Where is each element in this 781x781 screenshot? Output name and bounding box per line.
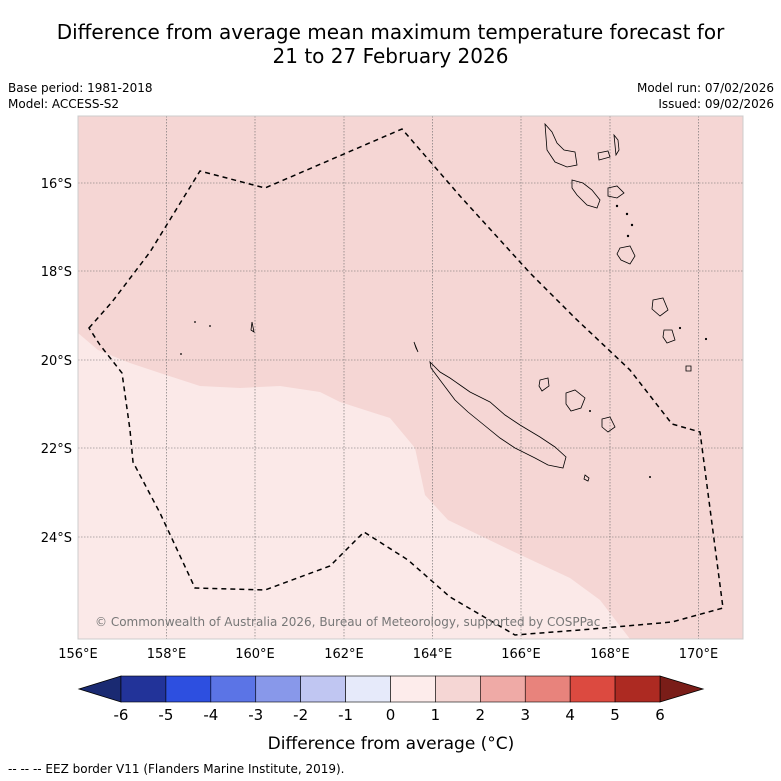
eez-border xyxy=(88,128,724,636)
anomaly-region-0-to-1 xyxy=(78,333,630,639)
map-frame xyxy=(77,115,744,640)
island-chesterfield xyxy=(250,321,255,333)
lon-tick: 156°E xyxy=(58,647,98,662)
island-lifou xyxy=(565,389,586,412)
island-ambrym xyxy=(607,185,625,199)
island-malakula xyxy=(571,179,601,209)
colorbar-bin xyxy=(120,675,167,703)
latitude-ticks: 16°S 18°S 20°S 22°S 24°S xyxy=(41,177,72,546)
island-maewo xyxy=(613,133,620,157)
lon-tick: 166°E xyxy=(501,647,541,662)
lat-tick: 22°S xyxy=(41,442,72,457)
colorbar-bin xyxy=(165,675,212,703)
eez-footnote: -- -- -- EEZ border V11 (Flanders Marine… xyxy=(8,762,345,776)
lat-tick: 18°S xyxy=(41,265,72,280)
colorbar-label: Difference from average (°C) xyxy=(268,734,515,754)
colorbar-over-arrow xyxy=(659,675,705,703)
island-grande-terre xyxy=(429,360,567,469)
colorbar-tick: -6 xyxy=(114,706,129,724)
island-aneityum xyxy=(685,365,692,372)
coastlines xyxy=(250,122,692,482)
islets xyxy=(180,204,708,478)
colorbar: -6 -5 -4 -3 -2 -1 0 1 2 3 4 5 6 Difference from aver… xyxy=(77,675,705,754)
base-period: Base period: 1981-2018 xyxy=(8,81,153,95)
island-ouvea xyxy=(538,377,550,392)
colorbar-tick: -3 xyxy=(248,706,263,724)
island-efate xyxy=(616,245,636,265)
colorbar-bin xyxy=(210,675,257,703)
colorbar-tick: -1 xyxy=(338,706,353,724)
island-tanna xyxy=(662,329,676,344)
lat-tick: 20°S xyxy=(41,354,72,369)
colorbar-tick: 1 xyxy=(431,706,441,724)
lon-tick: 164°E xyxy=(413,647,453,662)
issued-date: Issued: 09/02/2026 xyxy=(658,97,774,111)
colorbar-under-arrow xyxy=(77,675,122,703)
colorbar-bin xyxy=(614,675,661,703)
colorbar-bin xyxy=(300,675,346,703)
island-erromango xyxy=(651,297,669,317)
model-name: Model: ACCESS-S2 xyxy=(8,97,120,111)
colorbar-bin xyxy=(255,675,301,703)
colorbar-bin xyxy=(345,675,391,703)
island-mare xyxy=(601,416,616,433)
colorbar-tick: 4 xyxy=(565,706,575,724)
colorbar-bin xyxy=(435,675,481,703)
longitude-ticks: 156°E 158°E 160°E 162°E 164°E 166°E 168°… xyxy=(58,647,718,662)
colorbar-tick: -4 xyxy=(203,706,218,724)
colorbar-bin xyxy=(569,675,616,703)
colorbar-tick: -5 xyxy=(158,706,173,724)
colorbar-tick: 2 xyxy=(476,706,486,724)
copyright-notice: © Commonwealth of Australia 2026, Bureau… xyxy=(95,615,600,629)
lat-tick: 24°S xyxy=(41,531,72,546)
colorbar-tick: 6 xyxy=(655,706,665,724)
colorbar-bin xyxy=(390,675,436,703)
colorbar-bin xyxy=(524,675,571,703)
lat-tick: 16°S xyxy=(41,177,72,192)
title-line-1: Difference from average mean maximum tem… xyxy=(56,20,725,44)
colorbar-tick: 5 xyxy=(610,706,620,724)
colorbar-tick: 0 xyxy=(386,706,396,724)
colorbar-tick: 3 xyxy=(520,706,530,724)
title-line-2: 21 to 27 February 2026 xyxy=(272,44,509,68)
lon-tick: 168°E xyxy=(590,647,630,662)
lon-tick: 170°E xyxy=(679,647,719,662)
colorbar-tick: -2 xyxy=(293,706,308,724)
graticule xyxy=(78,116,743,639)
lon-tick: 158°E xyxy=(147,647,187,662)
island-belep xyxy=(413,341,419,353)
model-run: Model run: 07/02/2026 xyxy=(636,81,774,95)
lon-tick: 162°E xyxy=(324,647,364,662)
map-area: © Commonwealth of Australia 2026, Bureau… xyxy=(78,116,743,639)
lon-tick: 160°E xyxy=(235,647,275,662)
colorbar-bin xyxy=(480,675,526,703)
island-ambae xyxy=(597,150,611,161)
colorbar-bins xyxy=(120,675,661,703)
island-espiritu-santo xyxy=(544,122,578,168)
island-isle-of-pines xyxy=(583,474,590,482)
colorbar-ticks: -6 -5 -4 -3 -2 -1 0 1 2 3 4 5 6 xyxy=(114,706,665,724)
